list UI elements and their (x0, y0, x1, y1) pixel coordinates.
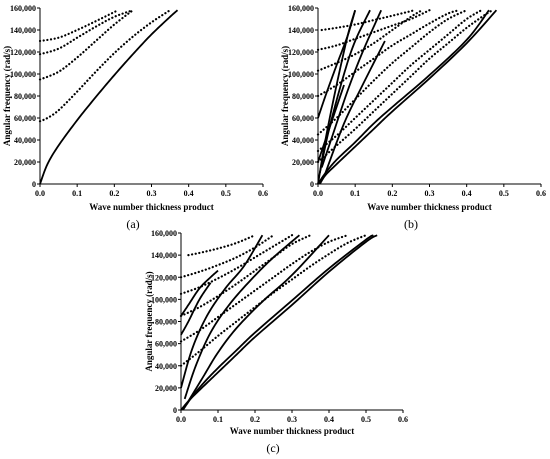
series-line-dotted (38, 9, 120, 43)
series-line-dotted (316, 9, 468, 136)
series-line-solid (39, 9, 179, 184)
series-line-dotted (316, 9, 494, 164)
y-tick-label: 0 (310, 180, 314, 189)
series-line-solid (180, 234, 378, 410)
x-tick-label: 0.0 (313, 189, 323, 198)
y-tick-label: 40,000 (155, 362, 177, 371)
y-axis-title: Angular frequency (rad/s) (144, 271, 154, 371)
series-line-dotted (38, 9, 135, 81)
x-tick-label: 0.6 (398, 415, 408, 424)
y-tick-label: 160,000 (10, 4, 36, 13)
y-tick-label: 120,000 (151, 273, 177, 282)
y-tick-label: 80,000 (155, 318, 177, 327)
y-tick-label: 80,000 (14, 92, 36, 101)
y-tick-label: 60,000 (292, 114, 314, 123)
series-line-solid (317, 84, 345, 163)
x-axis-title: Wave number thickness product (367, 202, 491, 212)
series-line-solid (180, 269, 219, 317)
series-line-dotted (187, 234, 257, 257)
series-line-dotted (316, 9, 431, 51)
series-line-dotted (320, 9, 416, 32)
panel-a: 0.0 0.1 0.2 0.3 0.4 0.5 0.6 0 20,000 40,000 60,000… (2, 4, 268, 231)
series-line-dotted (179, 234, 275, 279)
y-tick-label: 20,000 (292, 158, 314, 167)
x-tick-label: 0.3 (425, 189, 435, 198)
x-tick-label: 0.2 (109, 189, 119, 198)
y-axis-title: Angular frequency (rad/s) (2, 46, 12, 146)
series-line-dotted (316, 9, 461, 98)
series-line-dotted (179, 234, 349, 343)
y-tick-label: 0 (32, 180, 36, 189)
x-tick-label: 0.2 (250, 415, 260, 424)
series-line-solid (182, 234, 375, 410)
series-group (38, 9, 179, 184)
series-group (316, 9, 498, 184)
y-tick-label: 0 (173, 406, 177, 415)
y-tick-label: 100,000 (151, 295, 177, 304)
series-line-solid (320, 9, 383, 168)
y-tick-label: 140,000 (288, 26, 314, 35)
y-axis-title: Angular frequency (rad/s) (280, 46, 290, 146)
y-tick-label: 120,000 (288, 48, 314, 57)
x-tick-label: 0.2 (387, 189, 397, 198)
x-axis-title: Wave number thickness product (230, 426, 354, 436)
series-line-dotted (38, 9, 172, 123)
y-tick-label: 120,000 (10, 48, 36, 57)
x-tick-label: 0.0 (176, 415, 186, 424)
x-tick-label: 0.3 (287, 415, 297, 424)
y-tick-label: 160,000 (288, 4, 314, 13)
series-line-solid (183, 234, 300, 400)
series-line-dotted (179, 234, 294, 295)
series-line-dotted (38, 9, 135, 56)
panel-label: (a) (126, 217, 139, 231)
y-tick-label: 140,000 (10, 26, 36, 35)
y-tick-label: 100,000 (288, 70, 314, 79)
x-tick-label: 0.1 (213, 415, 223, 424)
series-line-solid (324, 40, 386, 174)
series-line-solid (187, 234, 330, 402)
panel-c: 0.0 0.1 0.2 0.3 0.4 0.5 0.6 0 20,000 40,000 60,000… (144, 229, 408, 455)
y-tick-label: 100,000 (10, 70, 36, 79)
y-tick-label: 40,000 (292, 136, 314, 145)
y-tick-label: 40,000 (14, 136, 36, 145)
x-tick-label: 0.5 (221, 189, 231, 198)
y-tick-label: 20,000 (155, 384, 177, 393)
panel-b: 0.0 0.1 0.2 0.3 0.4 0.5 0.6 0 20,000 40,000 60,000… (280, 4, 546, 231)
x-tick-label: 0.1 (350, 189, 360, 198)
x-tick-label: 0.1 (72, 189, 82, 198)
x-tick-label: 0.4 (462, 189, 472, 198)
panel-label: (c) (266, 441, 279, 455)
y-tick-label: 160,000 (151, 229, 177, 238)
x-tick-label: 0.5 (499, 189, 509, 198)
x-tick-label: 0.6 (536, 189, 546, 198)
x-tick-label: 0.3 (147, 189, 157, 198)
series-line-dotted (179, 234, 312, 318)
series-group (179, 234, 378, 410)
x-tick-label: 0.6 (258, 189, 268, 198)
y-tick-label: 60,000 (14, 114, 36, 123)
x-tick-label: 0.4 (324, 415, 334, 424)
x-tick-label: 0.4 (184, 189, 194, 198)
series-line-dotted (179, 234, 368, 367)
series-line-solid (317, 9, 490, 184)
x-tick-label: 0.5 (361, 415, 371, 424)
series-line-solid (319, 9, 498, 184)
y-tick-label: 20,000 (14, 158, 36, 167)
series-line-solid (180, 282, 212, 336)
panel-label: (b) (404, 217, 418, 231)
x-tick-label: 0.0 (35, 189, 45, 198)
y-tick-label: 60,000 (155, 340, 177, 349)
series-line-solid (318, 9, 371, 174)
series-line-dotted (316, 9, 424, 72)
y-tick-label: 140,000 (151, 251, 177, 260)
x-axis-title: Wave number thickness product (89, 202, 213, 212)
y-tick-label: 80,000 (292, 92, 314, 101)
series-line-dotted (316, 9, 483, 153)
